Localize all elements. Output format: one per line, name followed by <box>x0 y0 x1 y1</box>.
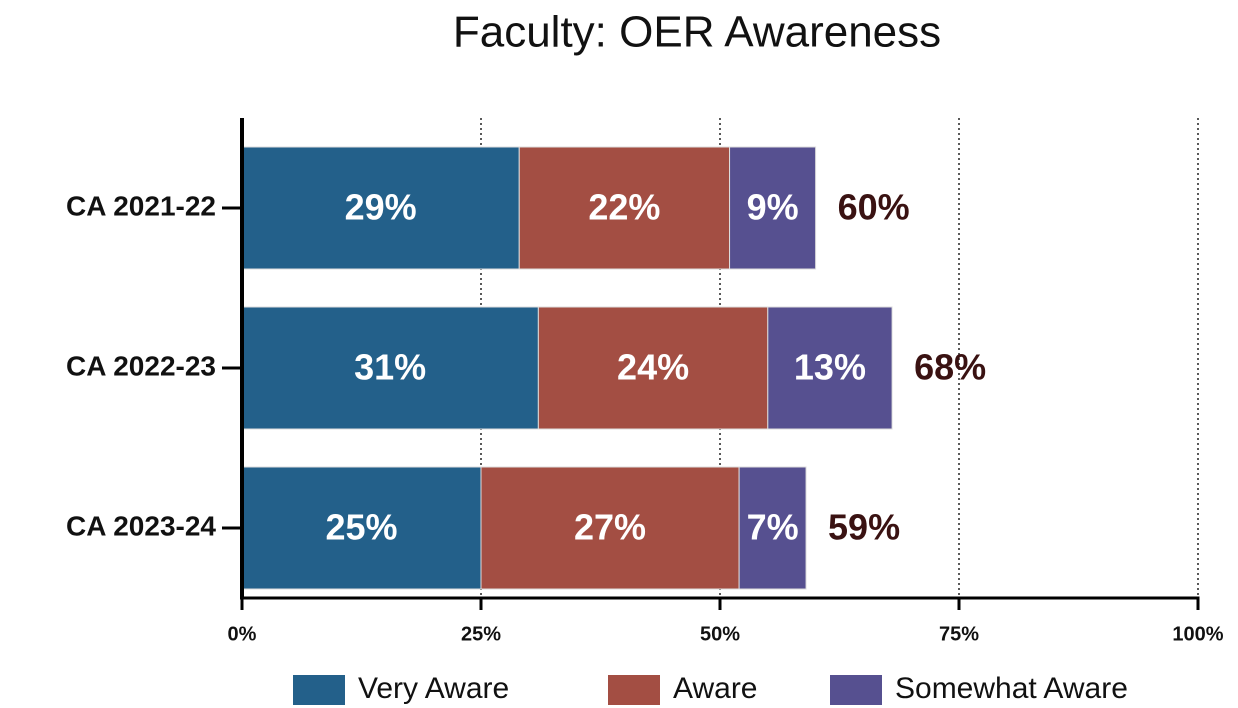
total-label: 59% <box>828 507 900 548</box>
x-tick-label: 0% <box>228 623 257 645</box>
value-label: 25% <box>325 507 397 548</box>
x-tick-label: 25% <box>461 623 501 645</box>
x-tick-label: 100% <box>1172 623 1223 645</box>
value-label: 29% <box>345 187 417 228</box>
bar-segment <box>537 306 769 430</box>
bar-segment <box>767 306 893 430</box>
bar-segment <box>241 146 520 270</box>
total-label: 68% <box>914 347 986 388</box>
bar-segment <box>518 146 731 270</box>
x-tick-label: 75% <box>939 623 979 645</box>
legend-swatch <box>608 675 660 705</box>
legend-label: Aware <box>673 672 758 705</box>
value-label: 22% <box>588 187 660 228</box>
total-label: 60% <box>838 187 910 228</box>
value-label: 9% <box>747 187 799 228</box>
y-tick-label: CA 2023-24 <box>66 510 216 541</box>
y-tick-label: CA 2021-22 <box>66 190 216 221</box>
value-label: 7% <box>747 507 799 548</box>
legend-swatch <box>830 675 882 705</box>
bar-segment <box>241 466 482 590</box>
bar-segment <box>480 466 740 590</box>
value-label: 27% <box>574 507 646 548</box>
value-label: 31% <box>354 347 426 388</box>
x-tick-label: 50% <box>700 623 740 645</box>
value-label: 13% <box>794 347 866 388</box>
value-label: 24% <box>617 347 689 388</box>
bar-segment <box>738 466 807 590</box>
y-tick-label: CA 2022-23 <box>66 350 216 381</box>
legend-label: Somewhat Aware <box>895 672 1128 705</box>
chart-title: Faculty: OER Awareness <box>453 8 941 57</box>
legend-label: Very Aware <box>358 672 509 705</box>
legend-swatch <box>293 675 345 705</box>
bar-segment <box>241 306 539 430</box>
bar-segment <box>729 146 817 270</box>
